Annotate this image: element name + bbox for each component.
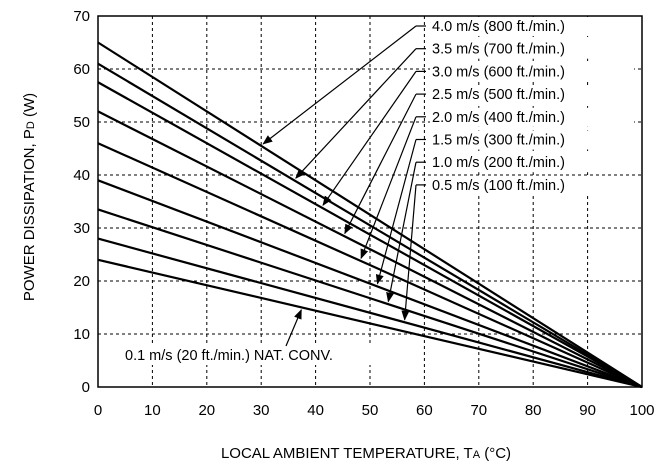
series-label-bg [430, 17, 634, 36]
series-label: 3.0 m/s (600 ft./min.) [432, 64, 565, 80]
leader-arrow [375, 139, 417, 285]
series-label: 2.5 m/s (500 ft./min.) [432, 87, 565, 103]
series-label: 4.0 m/s (800 ft./min.) [432, 19, 565, 35]
series-line [97, 62, 643, 388]
series-label-bg [430, 39, 634, 59]
series-label-bg [430, 85, 634, 105]
series-line [97, 41, 643, 388]
axis-ticks: 0 10 20 30 40 50 60 70 80 90 100 0 10 20 30 40 50 60 70 [73, 8, 654, 419]
y-tick-label: 0 [82, 379, 90, 396]
leader-arrow [295, 48, 417, 179]
series-line [97, 110, 643, 388]
x-tick-label: 50 [362, 402, 379, 419]
series-lines [97, 41, 643, 389]
leader-arrow [401, 184, 417, 321]
series-label-bg [430, 107, 634, 127]
x-tick-label: 0 [94, 402, 102, 419]
series-line [97, 208, 643, 389]
x-tick-label: 20 [198, 402, 215, 419]
series-line [97, 142, 643, 389]
leader-arrow [344, 93, 417, 235]
leader-arrow [262, 25, 417, 145]
y-tick-label: 20 [73, 273, 90, 290]
series-line [97, 237, 643, 389]
series-label-bg [430, 175, 634, 195]
x-tick-label: 80 [525, 402, 542, 419]
plot-frame [97, 15, 643, 388]
x-axis-title: LOCAL AMBIENT TEMPERATURE, TA (°C) [221, 445, 511, 462]
y-tick-label: 60 [73, 61, 90, 78]
leader-arrow [285, 308, 302, 347]
x-tick-label: 10 [144, 402, 161, 419]
series-label-bg [122, 345, 420, 365]
series-label-bg [430, 153, 634, 173]
y-tick-label: 50 [73, 114, 90, 131]
series-label: 2.0 m/s (400 ft./min.) [432, 110, 565, 126]
series-line [97, 179, 643, 389]
leader-arrow [322, 71, 417, 207]
y-tick-label: 10 [73, 326, 90, 343]
x-tick-label: 90 [579, 402, 596, 419]
series-line [97, 258, 643, 389]
series-label: 0.5 m/s (100 ft./min.) [432, 178, 565, 194]
x-tick-label: 60 [416, 402, 433, 419]
series-label: 3.5 m/s (700 ft./min.) [432, 42, 565, 58]
x-tick-label: 40 [307, 402, 324, 419]
series-label: 0.1 m/s (20 ft./min.) NAT. CONV. [125, 348, 333, 364]
y-tick-label: 30 [73, 220, 90, 237]
x-tick-label: 70 [470, 402, 487, 419]
leader-arrow [360, 116, 417, 260]
x-tick-label: 30 [253, 402, 270, 419]
series-label-bg [430, 62, 634, 82]
series-labels: 4.0 m/s (800 ft./min.) 3.5 m/s (700 ft./m… [122, 17, 634, 365]
y-tick-label: 40 [73, 167, 90, 184]
series-label: 1.0 m/s (200 ft./min.) [432, 155, 565, 171]
leader-arrow [386, 162, 417, 303]
series-label-bg [430, 130, 634, 150]
series-label: 1.5 m/s (300 ft./min.) [432, 133, 565, 149]
y-tick-label: 70 [73, 8, 90, 25]
y-axis-title: POWER DISSIPATION, PD (W) [21, 93, 38, 301]
x-tick-label: 100 [629, 402, 654, 419]
